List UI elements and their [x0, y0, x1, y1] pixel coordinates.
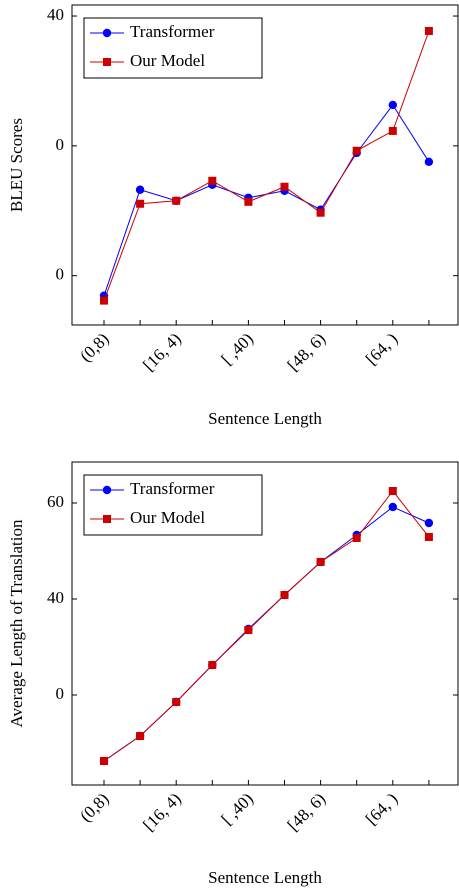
y-tick-label: 40: [47, 5, 64, 24]
y-tick-label: 40: [47, 588, 64, 607]
marker: [352, 146, 361, 155]
x-tick-label: [16, 4): [139, 789, 184, 834]
marker: [352, 533, 361, 542]
marker: [388, 486, 397, 495]
x-axis-title: Sentence Length: [208, 868, 322, 887]
y-tick-label: 0: [56, 135, 65, 154]
marker: [136, 731, 145, 740]
marker: [388, 502, 397, 512]
x-tick-label: [ ,40): [218, 789, 257, 828]
legend-box: [83, 474, 263, 536]
marker: [316, 208, 325, 217]
x-tick-label: (0,8): [76, 789, 112, 825]
marker: [103, 515, 111, 523]
legend-label: Our Model: [130, 51, 205, 70]
series-line: [103, 104, 430, 296]
marker: [388, 126, 397, 135]
y-axis-title: Average Length of Translation: [7, 519, 26, 727]
x-axis-title: Sentence Length: [208, 409, 322, 428]
marker: [208, 660, 217, 669]
x-tick-label: [48, 6): [284, 789, 329, 834]
legend-label: Transformer: [130, 22, 215, 41]
marker: [102, 485, 112, 495]
marker: [424, 26, 433, 35]
marker: [424, 518, 434, 528]
y-tick-label: 60: [47, 492, 64, 511]
x-tick-label: [64, ): [362, 329, 401, 368]
marker: [135, 185, 145, 194]
y-axis-title: BLEU Scores: [7, 118, 26, 212]
legend-label: Transformer: [130, 479, 215, 498]
marker: [388, 100, 397, 110]
marker: [244, 197, 253, 206]
legend-label: Our Model: [130, 508, 205, 527]
x-tick-label: [16, 4): [139, 329, 184, 374]
legend-box: [83, 17, 263, 79]
marker: [244, 626, 253, 635]
plot-frame: [71, 461, 459, 786]
series-line: [103, 506, 430, 762]
y-tick-label: 0: [56, 265, 65, 284]
x-tick-label: [64, ): [362, 789, 401, 828]
series-line: [103, 490, 430, 762]
marker: [280, 591, 289, 600]
series-line: [103, 30, 430, 301]
marker: [172, 196, 181, 205]
marker: [208, 176, 217, 185]
marker: [316, 557, 325, 566]
marker: [100, 296, 108, 305]
marker: [103, 58, 111, 66]
plot-frame: [71, 4, 459, 326]
x-tick-label: (0,8): [76, 329, 112, 365]
marker: [100, 756, 108, 765]
marker: [102, 28, 112, 38]
y-tick-label: 0: [56, 684, 65, 703]
marker: [136, 199, 145, 208]
x-tick-label: [48, 6): [284, 329, 329, 374]
marker: [424, 532, 433, 541]
marker: [424, 157, 434, 167]
x-tick-label: [ ,40): [218, 329, 257, 368]
marker: [280, 182, 289, 191]
marker: [172, 698, 181, 707]
